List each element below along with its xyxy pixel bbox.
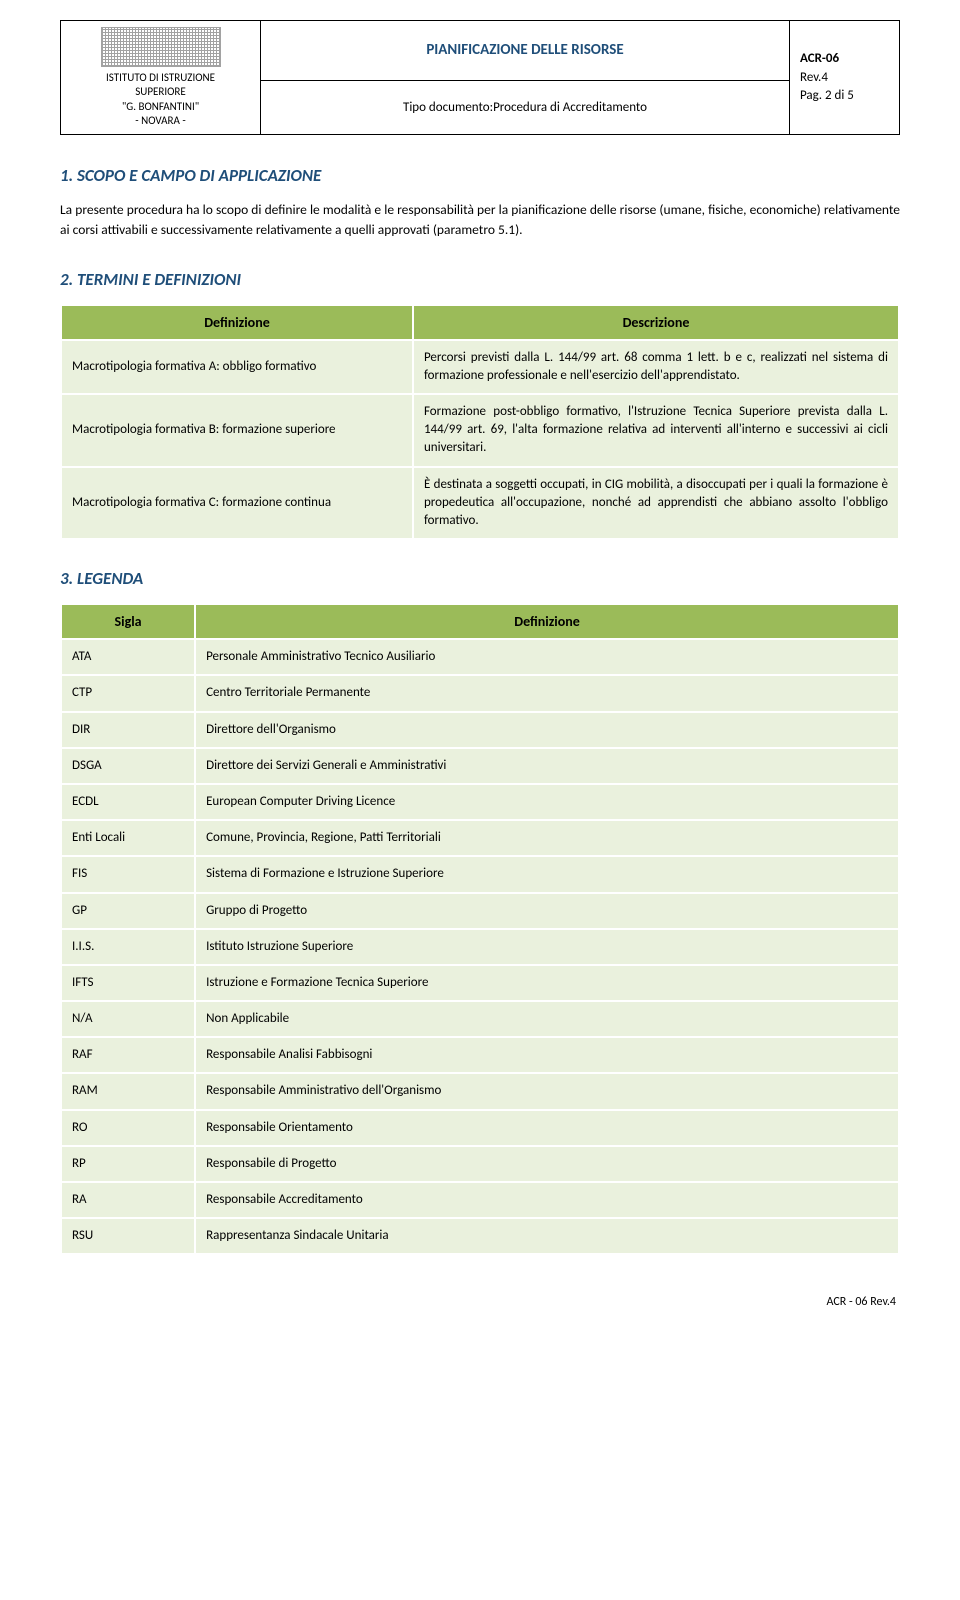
table-row: DSGADirettore dei Servizi Generali e Amm…: [61, 748, 899, 784]
definizione-cell: Centro Territoriale Permanente: [195, 675, 899, 711]
def-col2: Descrizione: [413, 305, 899, 340]
table-row: IFTSIstruzione e Formazione Tecnica Supe…: [61, 965, 899, 1001]
definizione-cell: Direttore dell'Organismo: [195, 712, 899, 748]
table-row: RAResponsabile Accreditamento: [61, 1182, 899, 1218]
description-cell: Percorsi previsti dalla L. 144/99 art. 6…: [413, 340, 899, 394]
table-row: Enti LocaliComune, Provincia, Regione, P…: [61, 820, 899, 856]
definizione-cell: Rappresentanza Sindacale Unitaria: [195, 1218, 899, 1254]
definizione-cell: Direttore dei Servizi Generali e Amminis…: [195, 748, 899, 784]
description-cell: È destinata a soggetti occupati, in CIG …: [413, 467, 899, 540]
doc-rev: Rev.4: [800, 70, 828, 85]
definizione-cell: Responsabile Orientamento: [195, 1110, 899, 1146]
table-row: Macrotipologia formativa C: formazione c…: [61, 467, 899, 540]
definizione-cell: Sistema di Formazione e Istruzione Super…: [195, 856, 899, 892]
section1-body: La presente procedura ha lo scopo di def…: [60, 200, 900, 241]
sigla-cell: RA: [61, 1182, 195, 1218]
sigla-cell: ATA: [61, 639, 195, 675]
sigla-cell: RSU: [61, 1218, 195, 1254]
doc-code: ACR-06: [800, 51, 839, 66]
definition-cell: Macrotipologia formativa B: formazione s…: [61, 394, 413, 467]
definizione-cell: Comune, Provincia, Regione, Patti Territ…: [195, 820, 899, 856]
org-line1: ISTITUTO DI ISTRUZIONE: [106, 71, 215, 84]
table-row: ROResponsabile Orientamento: [61, 1110, 899, 1146]
doc-title: PIANIFICAZIONE DELLE RISORSE: [261, 21, 790, 81]
doc-code-cell: ACR-06 Rev.4 Pag. 2 di 5: [790, 21, 900, 135]
definizione-cell: Responsabile di Progetto: [195, 1146, 899, 1182]
table-row: ATAPersonale Amministrativo Tecnico Ausi…: [61, 639, 899, 675]
table-row: RSURappresentanza Sindacale Unitaria: [61, 1218, 899, 1254]
definition-cell: Macrotipologia formativa A: obbligo form…: [61, 340, 413, 394]
definizione-cell: Istruzione e Formazione Tecnica Superior…: [195, 965, 899, 1001]
table-row: RPResponsabile di Progetto: [61, 1146, 899, 1182]
doc-page: Pag. 2 di 5: [800, 88, 854, 103]
sigla-cell: DSGA: [61, 748, 195, 784]
definizione-cell: Gruppo di Progetto: [195, 893, 899, 929]
leg-col1: Sigla: [61, 604, 195, 639]
definizione-cell: Personale Amministrativo Tecnico Ausilia…: [195, 639, 899, 675]
table-row: RAFResponsabile Analisi Fabbisogni: [61, 1037, 899, 1073]
leg-col2: Definizione: [195, 604, 899, 639]
org-line4: - NOVARA -: [135, 114, 185, 127]
definition-cell: Macrotipologia formativa C: formazione c…: [61, 467, 413, 540]
definizione-cell: Responsabile Analisi Fabbisogni: [195, 1037, 899, 1073]
description-cell: Formazione post-obbligo formativo, l'Ist…: [413, 394, 899, 467]
table-row: I.I.S.Istituto Istruzione Superiore: [61, 929, 899, 965]
table-row: GPGruppo di Progetto: [61, 893, 899, 929]
section3-title: 3. LEGENDA: [60, 568, 900, 589]
definizione-cell: Istituto Istruzione Superiore: [195, 929, 899, 965]
table-row: FISSistema di Formazione e Istruzione Su…: [61, 856, 899, 892]
sigla-cell: IFTS: [61, 965, 195, 1001]
doc-subtitle: Tipo documento:Procedura di Accreditamen…: [261, 80, 790, 134]
org-line3: "G. BONFANTINI": [122, 100, 199, 113]
sigla-cell: CTP: [61, 675, 195, 711]
sigla-cell: RAF: [61, 1037, 195, 1073]
table-row: ECDLEuropean Computer Driving Licence: [61, 784, 899, 820]
sigla-cell: ECDL: [61, 784, 195, 820]
def-col1: Definizione: [61, 305, 413, 340]
logo-cell: ISTITUTO DI ISTRUZIONE SUPERIORE "G. BON…: [61, 21, 261, 135]
building-logo-icon: [101, 27, 221, 67]
definizione-cell: Responsabile Accreditamento: [195, 1182, 899, 1218]
section1-title: 1. SCOPO E CAMPO DI APPLICAZIONE: [60, 165, 900, 186]
legend-table: Sigla Definizione ATAPersonale Amministr…: [60, 603, 900, 1255]
table-row: RAMResponsabile Amministrativo dell'Orga…: [61, 1073, 899, 1109]
table-row: N/ANon Applicabile: [61, 1001, 899, 1037]
table-row: Macrotipologia formativa A: obbligo form…: [61, 340, 899, 394]
sigla-cell: FIS: [61, 856, 195, 892]
table-row: DIRDirettore dell'Organismo: [61, 712, 899, 748]
definitions-table: Definizione Descrizione Macrotipologia f…: [60, 304, 900, 541]
definizione-cell: Non Applicabile: [195, 1001, 899, 1037]
sigla-cell: RO: [61, 1110, 195, 1146]
sigla-cell: Enti Locali: [61, 820, 195, 856]
definizione-cell: European Computer Driving Licence: [195, 784, 899, 820]
definizione-cell: Responsabile Amministrativo dell'Organis…: [195, 1073, 899, 1109]
header-table: ISTITUTO DI ISTRUZIONE SUPERIORE "G. BON…: [60, 20, 900, 135]
sigla-cell: GP: [61, 893, 195, 929]
table-row: Macrotipologia formativa B: formazione s…: [61, 394, 899, 467]
table-row: CTPCentro Territoriale Permanente: [61, 675, 899, 711]
sigla-cell: RP: [61, 1146, 195, 1182]
org-line2: SUPERIORE: [135, 85, 186, 98]
sigla-cell: I.I.S.: [61, 929, 195, 965]
sigla-cell: DIR: [61, 712, 195, 748]
sigla-cell: N/A: [61, 1001, 195, 1037]
page-footer: ACR - 06 Rev.4: [60, 1295, 900, 1309]
section2-title: 2. TERMINI E DEFINIZIONI: [60, 269, 900, 290]
sigla-cell: RAM: [61, 1073, 195, 1109]
